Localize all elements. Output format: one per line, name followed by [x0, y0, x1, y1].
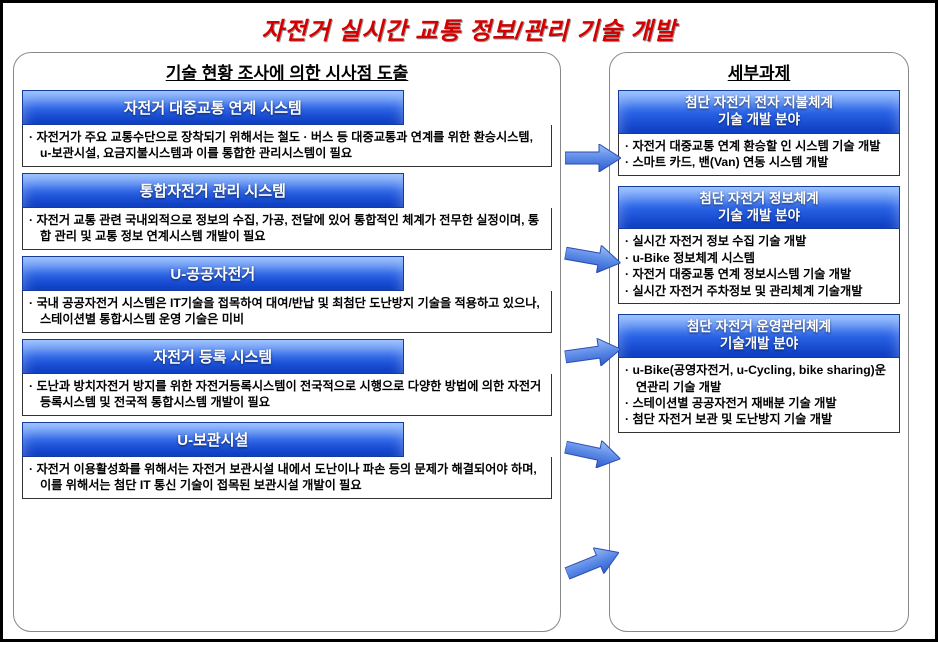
diagram-frame: 자전거 실시간 교통 정보/관리 기술 개발 기술 현황 조사에 의한 시사점 … [0, 0, 938, 642]
right-block: 첨단 자전거 정보체계기술 개발 분야실시간 자전거 정보 수집 기술 개발u-… [618, 186, 900, 305]
right-block-body: 실시간 자전거 정보 수집 기술 개발u-Bike 정보체계 시스템자전거 대중… [618, 229, 900, 304]
left-block-header: 통합자전거 관리 시스템 [22, 173, 404, 208]
right-block-item: u-Bike(공영자전거, u-Cycling, bike sharing)운연… [625, 362, 893, 395]
right-panel-title: 세부과제 [618, 59, 900, 84]
left-block-body: 자전거가 주요 교통수단으로 장착되기 위해서는 철도 · 버스 등 대중교통과… [22, 125, 552, 167]
left-block-header: U-공공자전거 [22, 256, 404, 291]
right-block-header: 첨단 자전거 전자 지불체계기술 개발 분야 [618, 90, 900, 134]
left-panel-title: 기술 현황 조사에 의한 시사점 도출 [22, 59, 552, 84]
left-block-body: 도난과 방치자전거 방지를 위한 자전거등록시스템이 전국적으로 시행으로 다양… [22, 374, 552, 416]
right-block-item: 스테이션별 공공자전거 재배분 기술 개발 [625, 395, 893, 411]
left-blocks-container: 자전거 대중교통 연계 시스템자전거가 주요 교통수단으로 장착되기 위해서는 … [22, 90, 552, 499]
left-block-text: 자전거 교통 관련 국내외적으로 정보의 수집, 가공, 전달에 있어 통합적인… [29, 212, 545, 245]
right-block-item: 실시간 자전거 정보 수집 기술 개발 [625, 233, 893, 249]
left-block-header: 자전거 대중교통 연계 시스템 [22, 90, 404, 125]
main-title: 자전거 실시간 교통 정보/관리 기술 개발 [13, 11, 925, 46]
right-block: 첨단 자전거 운영관리체계기술개발 분야 u-Bike(공영자전거, u-Cycl… [618, 314, 900, 433]
right-blocks-container: 첨단 자전거 전자 지불체계기술 개발 분야자전거 대중교통 연계 환승할 인 … [618, 90, 900, 433]
left-block-body: 자전거 교통 관련 국내외적으로 정보의 수집, 가공, 전달에 있어 통합적인… [22, 208, 552, 250]
right-block-item: 스마트 카드, 밴(Van) 연동 시스템 개발 [625, 154, 893, 170]
left-block-body: 국내 공공자전거 시스템은 IT기술을 접목하여 대여/반납 및 최첨단 도난방… [22, 291, 552, 333]
right-block-body: 자전거 대중교통 연계 환승할 인 시스템 기술 개발스마트 카드, 밴(Van… [618, 134, 900, 176]
right-block-item: u-Bike 정보체계 시스템 [625, 250, 893, 266]
columns-wrapper: 기술 현황 조사에 의한 시사점 도출 자전거 대중교통 연계 시스템자전거가 … [13, 52, 925, 632]
left-block-text: 도난과 방치자전거 방지를 위한 자전거등록시스템이 전국적으로 시행으로 다양… [29, 378, 545, 411]
left-block: 자전거 등록 시스템도난과 방치자전거 방지를 위한 자전거등록시스템이 전국적… [22, 339, 552, 416]
left-block-header: U-보관시설 [22, 422, 404, 457]
left-block: 통합자전거 관리 시스템자전거 교통 관련 국내외적으로 정보의 수집, 가공,… [22, 173, 552, 250]
right-block-body: u-Bike(공영자전거, u-Cycling, bike sharing)운연… [618, 358, 900, 433]
right-panel: 세부과제 첨단 자전거 전자 지불체계기술 개발 분야자전거 대중교통 연계 환… [609, 52, 909, 632]
left-block-body: 자전거 이용활성화를 위해서는 자전거 보관시설 내에서 도난이나 파손 등의 … [22, 457, 552, 499]
left-panel: 기술 현황 조사에 의한 시사점 도출 자전거 대중교통 연계 시스템자전거가 … [13, 52, 561, 632]
right-block: 첨단 자전거 전자 지불체계기술 개발 분야자전거 대중교통 연계 환승할 인 … [618, 90, 900, 176]
left-block: 자전거 대중교통 연계 시스템자전거가 주요 교통수단으로 장착되기 위해서는 … [22, 90, 552, 167]
left-block: U-보관시설자전거 이용활성화를 위해서는 자전거 보관시설 내에서 도난이나 … [22, 422, 552, 499]
right-block-header: 첨단 자전거 정보체계기술 개발 분야 [618, 186, 900, 230]
right-block-item: 자전거 대중교통 연계 정보시스템 기술 개발 [625, 266, 893, 282]
left-block-text: 자전거 이용활성화를 위해서는 자전거 보관시설 내에서 도난이나 파손 등의 … [29, 461, 545, 494]
right-block-item: 실시간 자전거 주차정보 및 관리체계 기술개발 [625, 283, 893, 299]
left-block: U-공공자전거국내 공공자전거 시스템은 IT기술을 접목하여 대여/반납 및 … [22, 256, 552, 333]
right-block-item: 자전거 대중교통 연계 환승할 인 시스템 기술 개발 [625, 138, 893, 154]
left-block-text: 국내 공공자전거 시스템은 IT기술을 접목하여 대여/반납 및 최첨단 도난방… [29, 295, 545, 328]
left-block-text: 자전거가 주요 교통수단으로 장착되기 위해서는 철도 · 버스 등 대중교통과… [29, 129, 545, 162]
left-block-header: 자전거 등록 시스템 [22, 339, 404, 374]
right-block-header: 첨단 자전거 운영관리체계기술개발 분야 [618, 314, 900, 358]
right-block-item: 첨단 자전거 보관 및 도난방지 기술 개발 [625, 411, 893, 427]
